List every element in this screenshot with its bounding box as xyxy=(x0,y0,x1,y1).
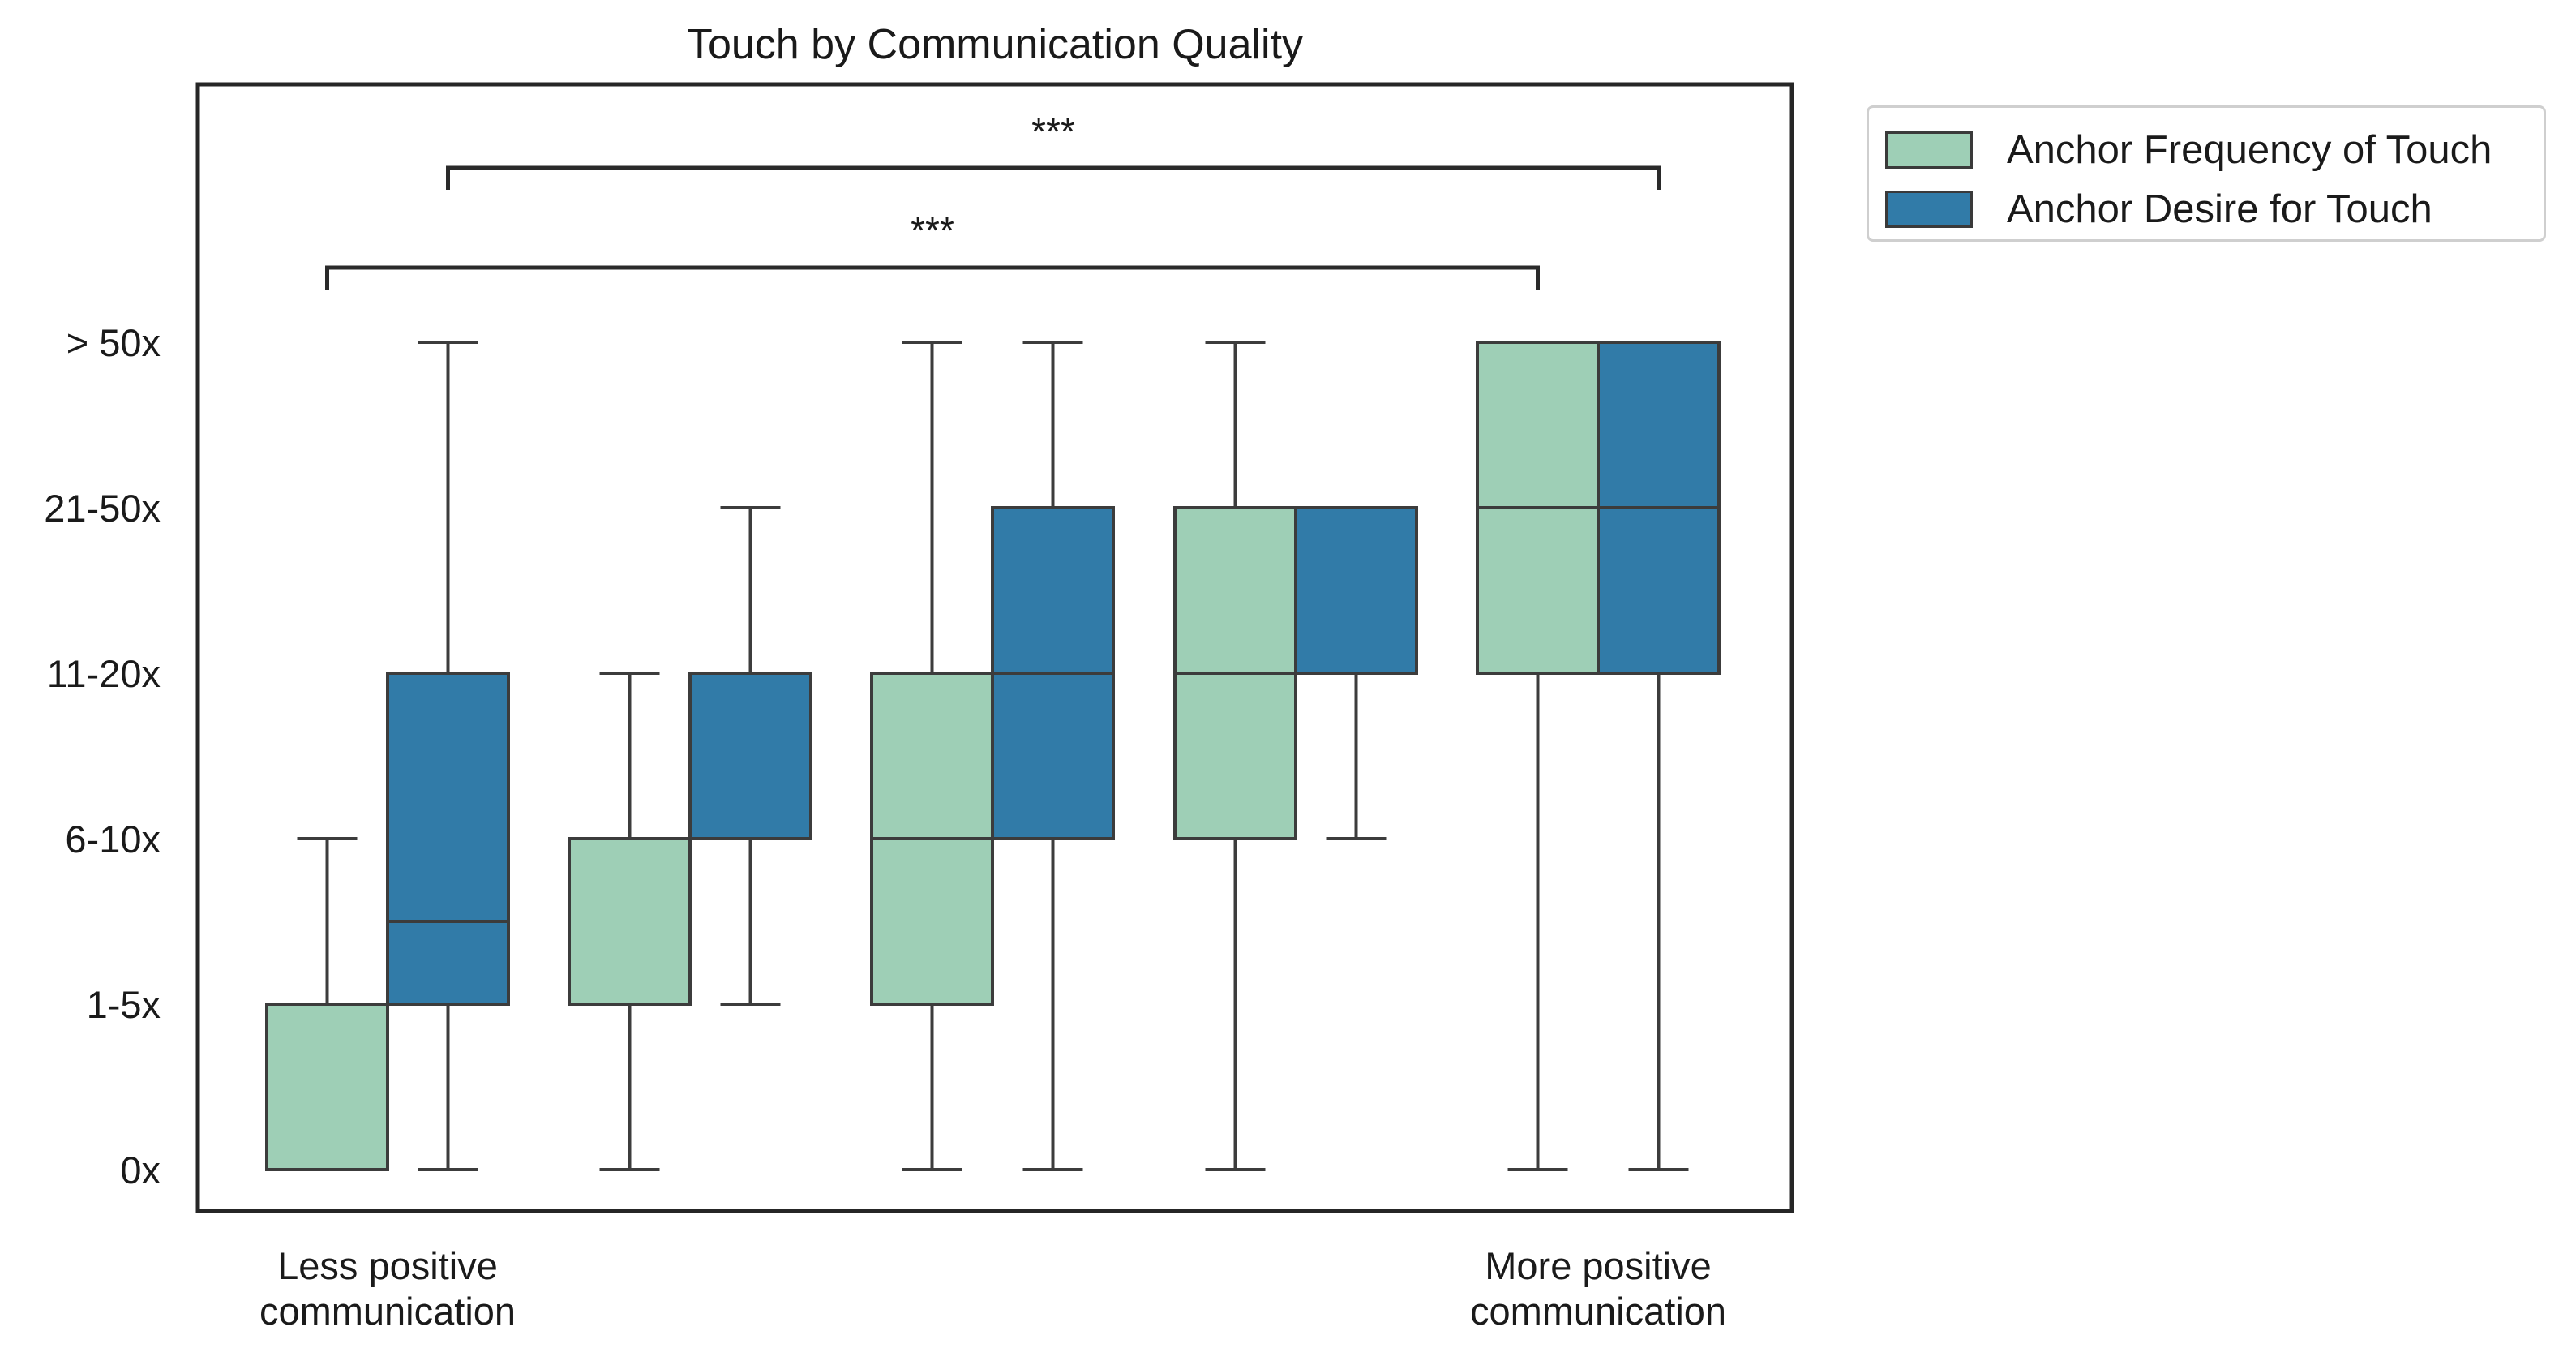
box xyxy=(688,672,812,840)
significance-bracket xyxy=(446,165,1661,190)
x-tick-label: More positive communication xyxy=(1470,1244,1726,1333)
y-tick-label: > 50x xyxy=(66,321,161,364)
legend-swatch-frequency xyxy=(1885,131,1973,169)
box xyxy=(386,672,510,1006)
y-tick-label: 1-5x xyxy=(87,983,161,1026)
significance-bracket xyxy=(325,265,1540,290)
legend-item-desire: Anchor Desire for Touch xyxy=(1885,185,2432,234)
significance-label: *** xyxy=(911,209,954,251)
y-tick-label: 0x xyxy=(120,1148,161,1191)
legend-item-frequency: Anchor Frequency of Touch xyxy=(1885,126,2492,174)
y-tick-label: 21-50x xyxy=(44,487,161,530)
plot-frame xyxy=(195,82,1794,1213)
chart-title: Touch by Communication Quality xyxy=(687,21,1303,68)
y-tick-label: 6-10x xyxy=(65,818,161,861)
significance-label: *** xyxy=(1031,110,1075,152)
legend-label-desire: Anchor Desire for Touch xyxy=(2007,187,2432,231)
legend: Anchor Frequency of Touch Anchor Desire … xyxy=(1867,105,2546,242)
box xyxy=(1294,506,1418,675)
legend-swatch-desire xyxy=(1885,191,1973,228)
x-tick-label: Less positive communication xyxy=(259,1244,516,1333)
box xyxy=(265,1003,389,1171)
y-tick-label: 11-20x xyxy=(47,652,161,695)
legend-label-frequency: Anchor Frequency of Touch xyxy=(2007,128,2492,172)
box xyxy=(568,837,692,1006)
